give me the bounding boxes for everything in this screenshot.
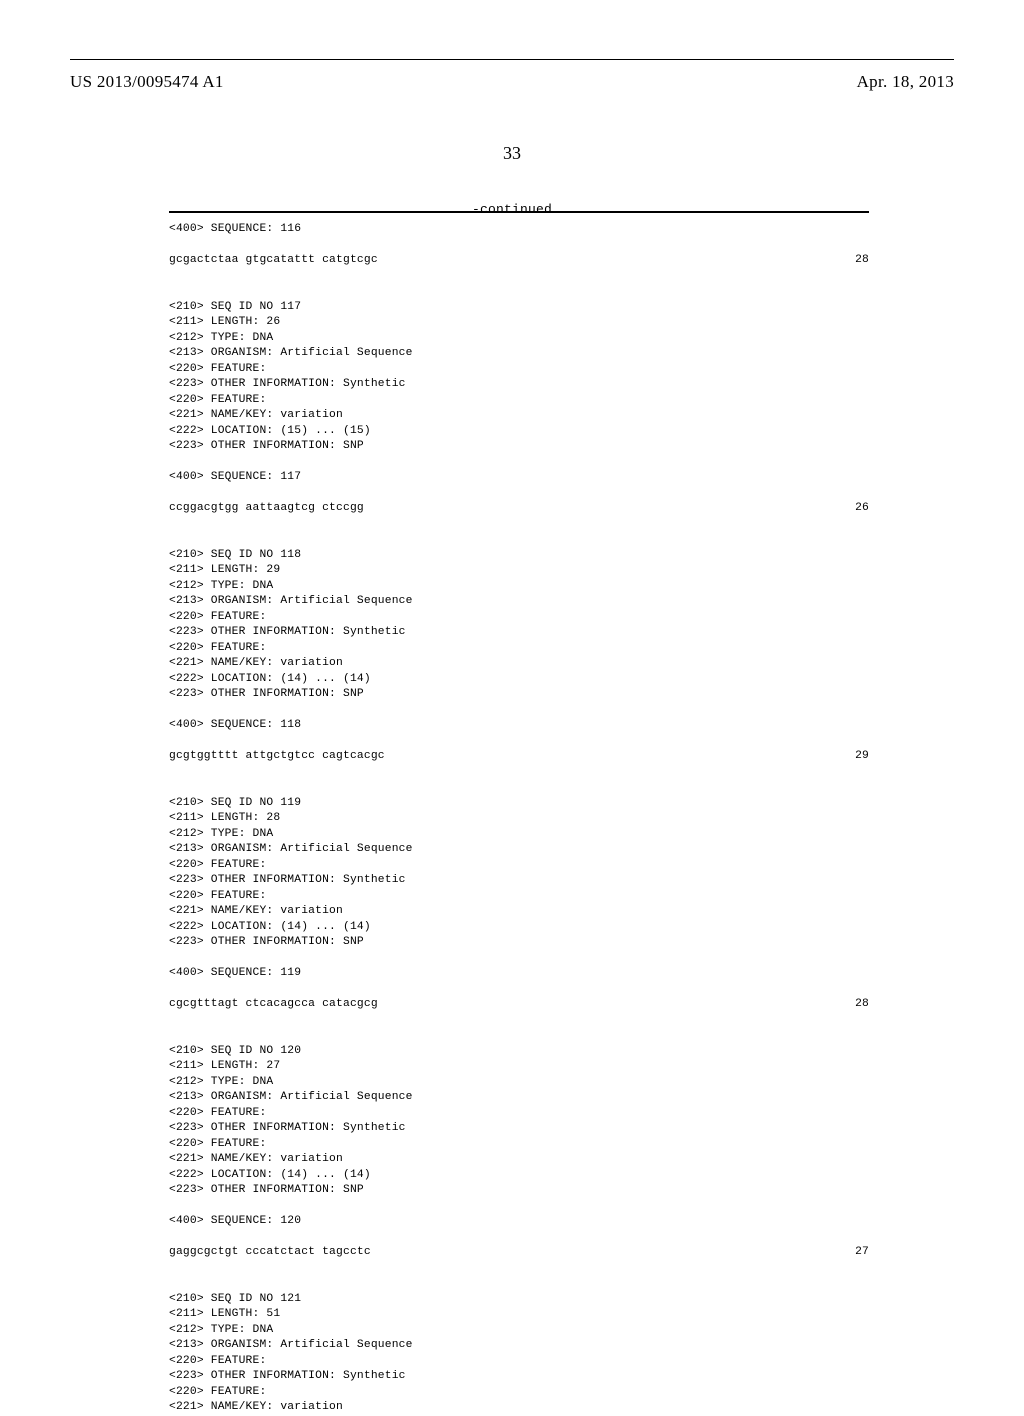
seq-meta-line: <213> ORGANISM: Artificial Sequence [169, 594, 869, 610]
seq-meta-line: <220> FEATURE: [169, 1354, 869, 1370]
seq-meta-line: <223> OTHER INFORMATION: SNP [169, 439, 869, 455]
seq-meta-line: <212> TYPE: DNA [169, 827, 869, 843]
blank-line [169, 1013, 869, 1029]
sequence-body: <400> SEQUENCE: 116 gcgactctaa gtgcatattt… [169, 222, 869, 1416]
blank-line [169, 269, 869, 285]
seq-meta-line: <220> FEATURE: [169, 641, 869, 657]
seq-meta-line: <212> TYPE: DNA [169, 1075, 869, 1091]
top-rule [169, 211, 869, 213]
seq-meta-line: <222> LOCATION: (14) ... (14) [169, 920, 869, 936]
blank-line [169, 780, 869, 796]
sequence-listing: <400> SEQUENCE: 116 gcgactctaa gtgcatattt… [169, 211, 869, 1416]
seq-meta-line: <210> SEQ ID NO 119 [169, 796, 869, 812]
seq-data-line: gaggcgctgt cccatctact tagcctc 27 [169, 1245, 869, 1261]
seq-meta-line: <221> NAME/KEY: variation [169, 1152, 869, 1168]
blank-line [169, 703, 869, 719]
sequence-length: 27 [855, 1245, 869, 1261]
seq-meta-line: <210> SEQ ID NO 118 [169, 548, 869, 564]
seq-meta-line: <222> LOCATION: (14) ... (14) [169, 672, 869, 688]
seq-meta-line: <213> ORGANISM: Artificial Sequence [169, 1090, 869, 1106]
seq-meta-line: <220> FEATURE: [169, 858, 869, 874]
seq-meta-line: <223> OTHER INFORMATION: SNP [169, 1183, 869, 1199]
seq-meta-line: <400> SEQUENCE: 117 [169, 470, 869, 486]
seq-meta-line: <222> LOCATION: (15) ... (15) [169, 424, 869, 440]
seq-meta-line: <223> OTHER INFORMATION: Synthetic [169, 1369, 869, 1385]
blank-line [169, 982, 869, 998]
seq-meta-line: <212> TYPE: DNA [169, 1323, 869, 1339]
blank-line [169, 1230, 869, 1246]
seq-data-line: ccggacgtgg aattaagtcg ctccgg 26 [169, 501, 869, 517]
header-rule [70, 59, 954, 60]
seq-meta-line: <220> FEATURE: [169, 362, 869, 378]
seq-meta-line: <223> OTHER INFORMATION: Synthetic [169, 377, 869, 393]
seq-meta-line: <211> LENGTH: 26 [169, 315, 869, 331]
seq-meta-line: <213> ORGANISM: Artificial Sequence [169, 346, 869, 362]
seq-meta-line: <210> SEQ ID NO 121 [169, 1292, 869, 1308]
seq-meta-line: <212> TYPE: DNA [169, 331, 869, 347]
publication-date: Apr. 18, 2013 [857, 72, 954, 92]
seq-meta-line: <223> OTHER INFORMATION: Synthetic [169, 625, 869, 641]
seq-meta-line: <223> OTHER INFORMATION: Synthetic [169, 1121, 869, 1137]
seq-meta-line: <400> SEQUENCE: 116 [169, 222, 869, 238]
seq-meta-line: <221> NAME/KEY: variation [169, 656, 869, 672]
blank-line [169, 765, 869, 781]
sequence-text: gcgtggtttt attgctgtcc cagtcacgc [169, 749, 385, 765]
header-row: US 2013/0095474 A1 Apr. 18, 2013 [70, 72, 954, 92]
seq-meta-line: <211> LENGTH: 29 [169, 563, 869, 579]
page-header: US 2013/0095474 A1 Apr. 18, 2013 [0, 59, 1024, 92]
blank-line [169, 734, 869, 750]
blank-line [169, 1028, 869, 1044]
seq-meta-line: <211> LENGTH: 51 [169, 1307, 869, 1323]
blank-line [169, 284, 869, 300]
seq-meta-line: <220> FEATURE: [169, 1385, 869, 1401]
sequence-text: cgcgtttagt ctcacagcca catacgcg [169, 997, 378, 1013]
sequence-length: 29 [855, 749, 869, 765]
seq-meta-line: <222> LOCATION: (14) ... (14) [169, 1168, 869, 1184]
blank-line [169, 1199, 869, 1215]
sequence-length: 28 [855, 253, 869, 269]
publication-number: US 2013/0095474 A1 [70, 72, 224, 92]
blank-line [169, 1276, 869, 1292]
seq-meta-line: <212> TYPE: DNA [169, 579, 869, 595]
seq-meta-line: <221> NAME/KEY: variation [169, 1400, 869, 1416]
seq-meta-line: <221> NAME/KEY: variation [169, 408, 869, 424]
blank-line [169, 486, 869, 502]
page-number: 33 [0, 143, 1024, 164]
seq-meta-line: <400> SEQUENCE: 119 [169, 966, 869, 982]
sequence-length: 26 [855, 501, 869, 517]
seq-meta-line: <400> SEQUENCE: 118 [169, 718, 869, 734]
blank-line [169, 455, 869, 471]
seq-meta-line: <400> SEQUENCE: 120 [169, 1214, 869, 1230]
seq-meta-line: <220> FEATURE: [169, 1106, 869, 1122]
seq-data-line: cgcgtttagt ctcacagcca catacgcg 28 [169, 997, 869, 1013]
blank-line [169, 532, 869, 548]
sequence-text: gcgactctaa gtgcatattt catgtcgc [169, 253, 378, 269]
seq-meta-line: <213> ORGANISM: Artificial Sequence [169, 842, 869, 858]
sequence-length: 28 [855, 997, 869, 1013]
sequence-text: gaggcgctgt cccatctact tagcctc [169, 1245, 371, 1261]
blank-line [169, 238, 869, 254]
seq-meta-line: <220> FEATURE: [169, 393, 869, 409]
seq-meta-line: <211> LENGTH: 27 [169, 1059, 869, 1075]
seq-data-line: gcgactctaa gtgcatattt catgtcgc 28 [169, 253, 869, 269]
seq-meta-line: <211> LENGTH: 28 [169, 811, 869, 827]
seq-meta-line: <223> OTHER INFORMATION: Synthetic [169, 873, 869, 889]
sequence-text: ccggacgtgg aattaagtcg ctccgg [169, 501, 364, 517]
seq-meta-line: <223> OTHER INFORMATION: SNP [169, 935, 869, 951]
seq-meta-line: <220> FEATURE: [169, 610, 869, 626]
seq-data-line: gcgtggtttt attgctgtcc cagtcacgc 29 [169, 749, 869, 765]
seq-meta-line: <220> FEATURE: [169, 889, 869, 905]
seq-meta-line: <213> ORGANISM: Artificial Sequence [169, 1338, 869, 1354]
blank-line [169, 951, 869, 967]
seq-meta-line: <220> FEATURE: [169, 1137, 869, 1153]
seq-meta-line: <210> SEQ ID NO 117 [169, 300, 869, 316]
blank-line [169, 517, 869, 533]
seq-meta-line: <223> OTHER INFORMATION: SNP [169, 687, 869, 703]
seq-meta-line: <221> NAME/KEY: variation [169, 904, 869, 920]
seq-meta-line: <210> SEQ ID NO 120 [169, 1044, 869, 1060]
blank-line [169, 1261, 869, 1277]
